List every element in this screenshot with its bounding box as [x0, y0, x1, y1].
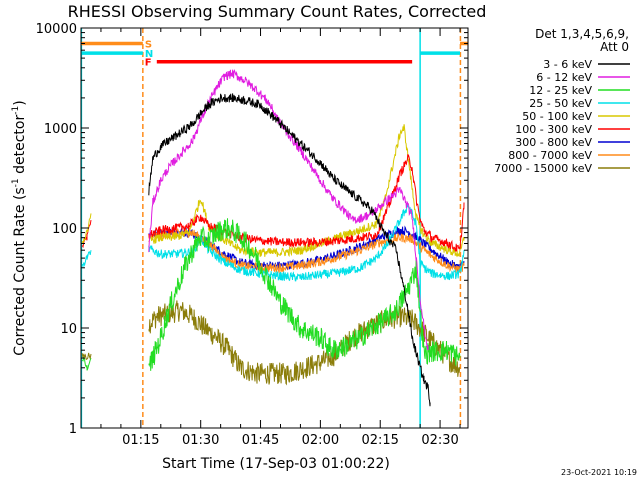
legend-label-1: 3 - 6 keV: [543, 58, 592, 71]
axes-layer: 01:15 01:30 01:45 02:00 02:15 02:30 1 10 100 1000…: [36, 22, 468, 448]
legend-label-3: 12 - 25 keV: [529, 84, 592, 97]
series-layer: [81, 28, 465, 428]
flag-label-S: S: [145, 39, 152, 50]
y-axis-label-sup-1: -1: [11, 178, 21, 187]
x-tick-label-2: 01:30: [182, 433, 219, 448]
series-line-2: [148, 68, 429, 351]
legend-label-7: 300 - 800 keV: [515, 136, 592, 149]
legend-label-8: 800 - 7000 keV: [508, 149, 592, 162]
flag-label-N: N: [145, 49, 153, 60]
legend-header-line2: Att 0: [600, 40, 629, 54]
legend-label-5: 50 - 100 keV: [522, 110, 592, 123]
flag-label-F: F: [145, 58, 152, 69]
legend-label-9: 7000 - 15000 keV: [494, 162, 592, 175]
series-line-6: [148, 154, 465, 252]
flags-layer: SNF: [81, 39, 468, 69]
y-axis-label: Corrected Count Rate (s-1 detector-1): [11, 100, 28, 355]
series-line-1: [148, 93, 431, 407]
y-axis-label-mid: detector: [12, 115, 28, 179]
pre-gap-segment-2: [81, 213, 92, 245]
legend-header-line1: Det 1,3,4,5,6,9,: [535, 27, 629, 41]
chart-title: RHESSI Observing Summary Count Rates, Co…: [68, 2, 487, 21]
y-tick-label-5: 10000: [36, 22, 77, 37]
y-tick-label-1: 1: [69, 422, 77, 437]
x-tick-label-1: 01:15: [122, 433, 159, 448]
y-axis-label-main: Corrected Count Rate (s: [12, 187, 28, 355]
x-tick-label-6: 02:30: [421, 433, 458, 448]
footer-timestamp: 23-Oct-2021 10:19: [561, 468, 637, 477]
y-tick-label-4: 1000: [44, 122, 77, 137]
pre-gap-segment-3: [81, 356, 92, 371]
y-axis-label-sup-2: -1: [11, 106, 21, 115]
x-axis-label: Start Time (17-Sep-03 01:00:22): [162, 456, 390, 472]
x-tick-label-5: 02:15: [361, 433, 398, 448]
pre-gap-segment-4: [81, 250, 92, 269]
legend-label-4: 25 - 50 keV: [529, 97, 592, 110]
y-tick-label-3: 100: [52, 222, 77, 237]
x-tick-label-3: 01:45: [242, 433, 279, 448]
pre-gap-segment-1: [81, 220, 92, 249]
legend-label-2: 6 - 12 keV: [536, 71, 592, 84]
y-axis-label-end: ): [12, 100, 28, 105]
pre-gap-segment-5: [81, 352, 92, 361]
x-tick-label-4: 02:00: [302, 433, 339, 448]
y-tick-label-2: 10: [60, 322, 77, 337]
series-line-5: [148, 124, 465, 258]
legend-label-6: 100 - 300 keV: [515, 123, 592, 136]
series-line-3: [148, 218, 461, 371]
